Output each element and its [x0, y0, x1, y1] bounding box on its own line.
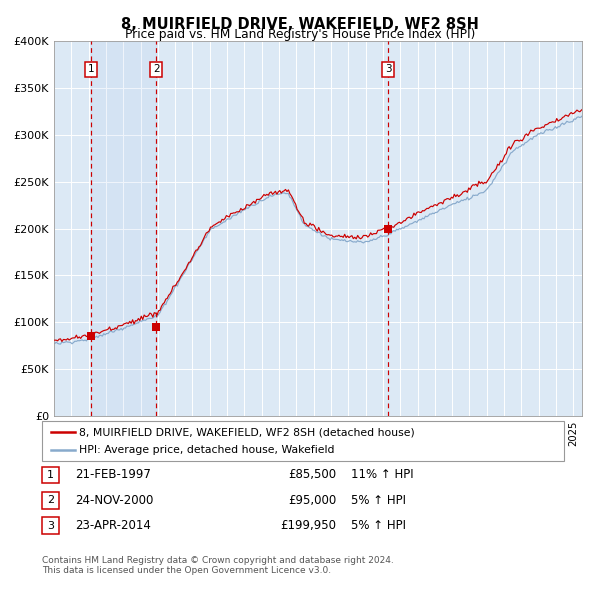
Bar	[91, 41, 156, 416]
Text: 11% ↑ HPI: 11% ↑ HPI	[351, 468, 413, 481]
Text: 23-APR-2014: 23-APR-2014	[75, 519, 151, 532]
Text: 2: 2	[47, 496, 54, 505]
Text: 1: 1	[47, 470, 54, 480]
Text: 8, MUIRFIELD DRIVE, WAKEFIELD, WF2 8SH (detached house): 8, MUIRFIELD DRIVE, WAKEFIELD, WF2 8SH (…	[79, 428, 415, 438]
Text: £85,500: £85,500	[288, 468, 336, 481]
Text: £95,000: £95,000	[288, 494, 336, 507]
Text: 5% ↑ HPI: 5% ↑ HPI	[351, 494, 406, 507]
Text: 21-FEB-1997: 21-FEB-1997	[75, 468, 151, 481]
Text: Price paid vs. HM Land Registry's House Price Index (HPI): Price paid vs. HM Land Registry's House …	[125, 28, 475, 41]
Text: 3: 3	[47, 521, 54, 530]
Text: 8, MUIRFIELD DRIVE, WAKEFIELD, WF2 8SH: 8, MUIRFIELD DRIVE, WAKEFIELD, WF2 8SH	[121, 17, 479, 31]
Text: HPI: Average price, detached house, Wakefield: HPI: Average price, detached house, Wake…	[79, 445, 335, 455]
Text: £199,950: £199,950	[280, 519, 336, 532]
Text: Contains HM Land Registry data © Crown copyright and database right 2024.
This d: Contains HM Land Registry data © Crown c…	[42, 556, 394, 575]
Text: 3: 3	[385, 64, 392, 74]
Text: 2: 2	[153, 64, 160, 74]
Text: 5% ↑ HPI: 5% ↑ HPI	[351, 519, 406, 532]
Text: 1: 1	[88, 64, 94, 74]
Text: 24-NOV-2000: 24-NOV-2000	[75, 494, 154, 507]
